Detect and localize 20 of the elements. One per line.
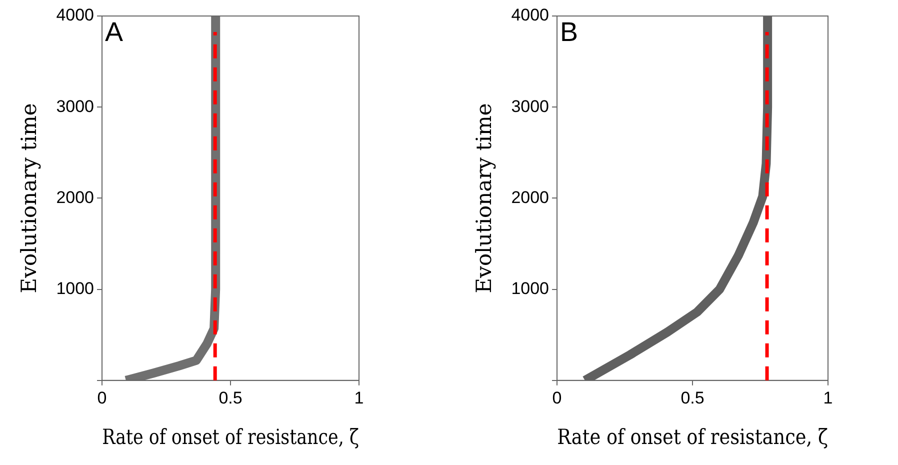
- y-tick-label: 2000: [56, 188, 94, 207]
- y-tick-label: 1000: [511, 278, 550, 298]
- x-tick-label: 0: [97, 388, 107, 408]
- y-tick-label: 1000: [56, 278, 94, 298]
- y-tick-label: 4000: [56, 6, 94, 25]
- x-tick-label: 0: [552, 388, 562, 408]
- y-axis-title: Evolutionary time: [17, 103, 42, 294]
- annotation: B: [560, 16, 578, 47]
- x-axis-title: Rate of onset of resistance, ζ: [557, 424, 828, 450]
- x-axis-title: Rate of onset of resistance, ζ: [102, 424, 359, 450]
- y-tick-label: 4000: [511, 6, 550, 25]
- y-tick-label: 2000: [511, 188, 550, 207]
- y-tick-label: 3000: [511, 96, 550, 116]
- x-tick-label: 1: [823, 388, 833, 408]
- x-tick-label: 0.5: [680, 388, 704, 408]
- annotation: A: [105, 16, 124, 47]
- x-tick-label: 0.5: [218, 388, 242, 408]
- y-tick-label: 3000: [56, 96, 94, 116]
- y-axis-title: Evolutionary time: [472, 103, 496, 294]
- x-tick-label: 1: [354, 388, 364, 408]
